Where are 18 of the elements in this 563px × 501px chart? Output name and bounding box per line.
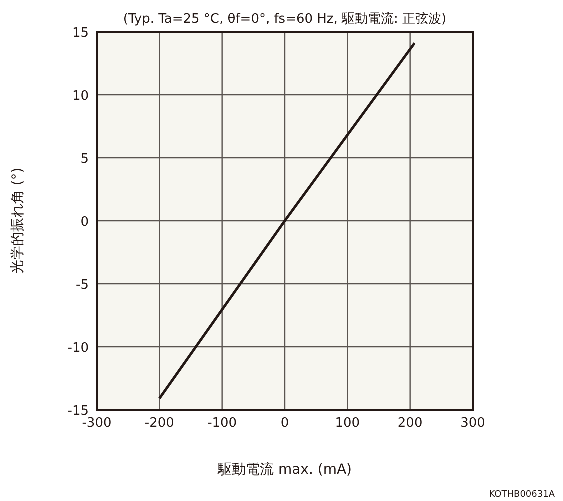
y-tick-label: -5 [76, 278, 89, 293]
x-tick-label: -300 [82, 416, 112, 431]
y-tick-label: -15 [68, 404, 89, 419]
text: KOTHB00631A [489, 490, 556, 500]
y-tick-label: 0 [80, 215, 89, 230]
y-axis-title: 光学的振れ角 (°) [10, 168, 26, 274]
x-tick-label: -200 [144, 416, 174, 431]
x-axis-title: 駆動電流 max. (mA) [217, 462, 352, 478]
y-tick-label: -10 [68, 341, 89, 356]
x-tick-label: -100 [208, 416, 238, 431]
x-tick-label: 300 [460, 416, 486, 431]
x-tick-label: 100 [335, 416, 360, 431]
x-tick-label: 200 [398, 416, 423, 431]
y-tick-label: 10 [72, 89, 89, 104]
x-tick-label: 0 [280, 416, 290, 431]
y-tick-label: 5 [80, 152, 89, 167]
chart-title: (Typ. Ta=25 °C, θf=0°, fs=60 Hz, 駆動電流: 正弦波) [123, 11, 447, 27]
y-tick-label: 15 [72, 26, 89, 41]
